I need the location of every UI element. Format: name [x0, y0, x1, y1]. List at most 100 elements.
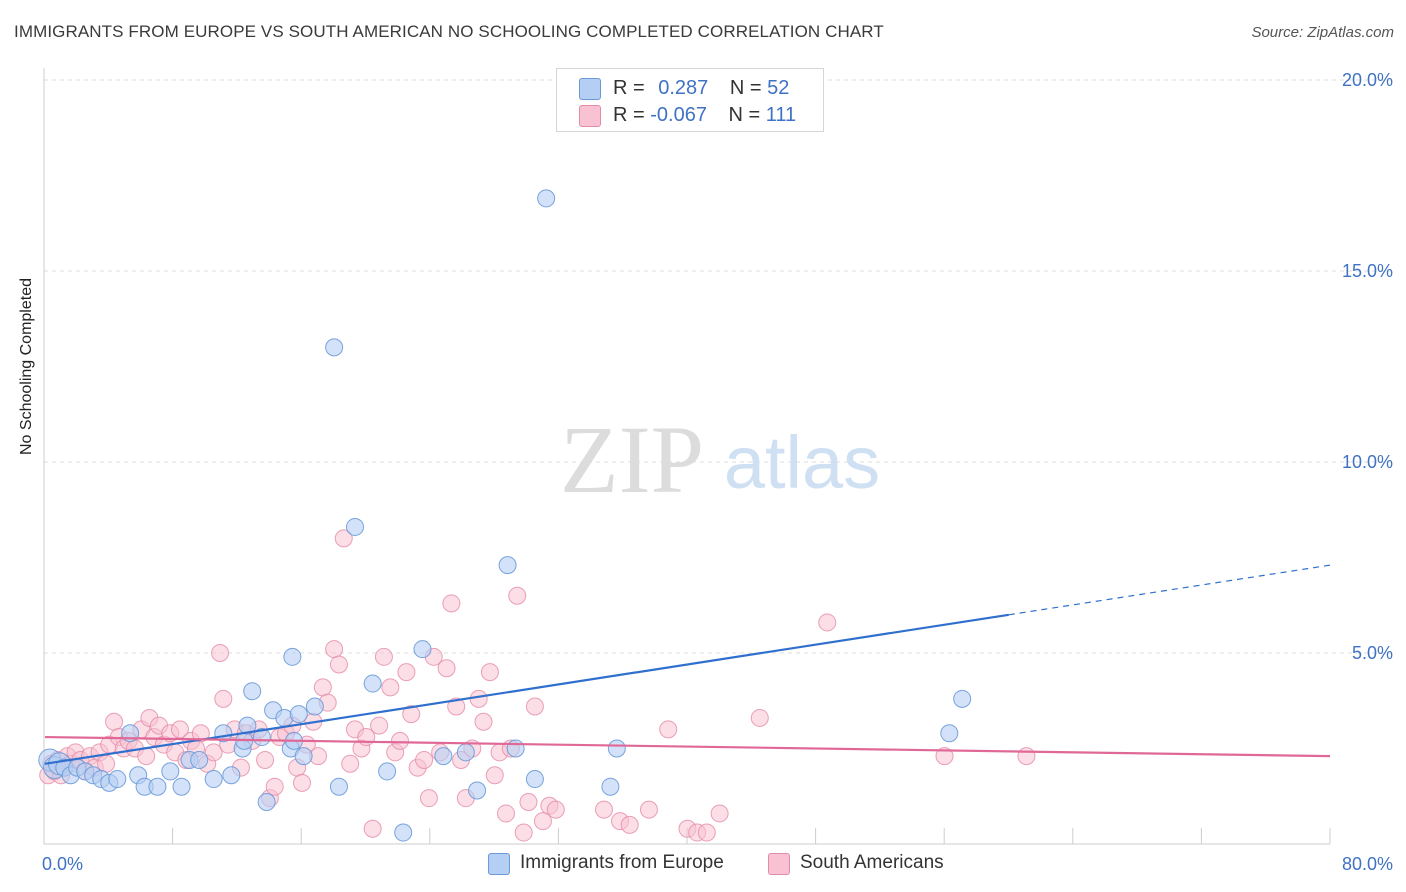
data-point-south-americans [214, 689, 233, 708]
data-point-south-americans [370, 716, 389, 735]
data-point-europe [325, 338, 344, 357]
data-point-europe [161, 762, 180, 781]
watermark-zip: ZIP [560, 406, 704, 513]
legend-n-label: N = [729, 77, 768, 99]
trend-line-europe [44, 613, 1009, 765]
source-label: Source: ZipAtlas.com [1251, 24, 1394, 41]
data-point-south-americans [325, 640, 344, 659]
legend-r-value: 0.287 [658, 77, 709, 99]
legend-r-label: R = [613, 77, 651, 99]
data-point-europe [222, 766, 241, 785]
bottom-legend-swatch-europe [488, 853, 510, 875]
legend-n-label: N = [728, 104, 766, 126]
data-point-europe [363, 674, 382, 693]
trend-lines [44, 564, 1331, 765]
data-point-europe [940, 724, 959, 743]
data-point-europe [329, 777, 348, 796]
south-americans-points [39, 529, 1036, 842]
data-point-south-americans [519, 792, 538, 811]
legend-swatch-europe [579, 78, 601, 100]
x-tick-label: 0.0% [42, 854, 83, 874]
data-point-south-americans [935, 747, 954, 766]
bottom-legend-label-europe: Immigrants from Europe [520, 852, 724, 873]
data-point-europe [108, 770, 127, 789]
data-point-south-americans [508, 586, 527, 605]
data-point-europe [498, 556, 517, 575]
trend-line-europe-extension [1008, 564, 1331, 616]
watermark-atlas: atlas [724, 421, 880, 504]
data-point-south-americans [390, 731, 409, 750]
y-tick-label: 5.0% [1352, 643, 1393, 663]
data-point-south-americans [697, 823, 716, 842]
data-point-europe [243, 682, 262, 701]
data-point-south-americans [415, 750, 434, 769]
data-point-south-americans [474, 712, 493, 731]
bottom-legend-swatch-south-americans [768, 853, 790, 875]
stats-legend: R = 0.287 N = 52 R = -0.067 N = 111 [556, 68, 824, 132]
data-point-south-americans [818, 613, 837, 632]
data-point-south-americans [313, 678, 332, 697]
bottom-legend-label-south-americans: South Americans [800, 852, 944, 873]
data-point-south-americans [374, 647, 393, 666]
legend-r-label: R = [613, 104, 651, 126]
data-point-south-americans [329, 655, 348, 674]
data-point-south-americans [710, 804, 729, 823]
data-point-europe [204, 770, 223, 789]
data-point-south-americans [381, 678, 400, 697]
data-point-south-americans [265, 777, 284, 796]
y-tick-label: 20.0% [1342, 70, 1393, 90]
data-point-south-americans [334, 529, 353, 548]
data-point-south-americans [397, 663, 416, 682]
tick-labels: 5.0% 10.0% 15.0% 20.0% 0.0% 80.0% [42, 70, 1393, 874]
data-point-europe [394, 823, 413, 842]
data-point-europe [378, 762, 397, 781]
data-point-europe [346, 517, 365, 536]
data-point-europe [456, 743, 475, 762]
data-point-south-americans [546, 800, 565, 819]
data-point-south-americans [256, 750, 275, 769]
data-point-europe [525, 770, 544, 789]
legend-n-value: 52 [767, 77, 790, 99]
data-point-europe [413, 640, 432, 659]
x-tick-label: 80.0% [1342, 854, 1393, 874]
data-point-europe [305, 697, 324, 716]
data-point-south-americans [204, 743, 223, 762]
trend-line-south-americans [44, 735, 1331, 758]
legend-n-value: 111 [765, 104, 797, 126]
data-point-south-americans [363, 819, 382, 838]
y-axis-label: No Schooling Completed [18, 278, 35, 455]
data-point-south-americans [525, 697, 544, 716]
data-point-europe [537, 189, 556, 208]
data-point-europe [294, 747, 313, 766]
data-point-south-americans [293, 773, 311, 792]
data-point-europe [607, 739, 626, 758]
data-point-south-americans [442, 594, 461, 613]
data-point-south-americans [437, 659, 456, 678]
immigrants-europe-points [38, 189, 972, 842]
data-point-europe [468, 781, 487, 800]
data-point-south-americans [191, 724, 210, 743]
legend-r-value: -0.067 [650, 104, 707, 126]
grid-lines [44, 79, 1394, 654]
data-point-south-americans [447, 697, 466, 716]
data-point-europe [148, 777, 167, 796]
data-point-south-americans [170, 720, 189, 739]
data-point-south-americans [211, 644, 230, 662]
data-point-south-americans [620, 815, 639, 834]
data-point-south-americans [137, 747, 156, 766]
y-tick-label: 10.0% [1342, 452, 1393, 472]
data-point-europe [257, 792, 276, 811]
data-point-south-americans [594, 800, 613, 819]
data-point-south-americans [402, 705, 421, 724]
data-point-south-americans [514, 823, 533, 842]
data-point-south-americans [1017, 747, 1036, 766]
data-point-south-americans [485, 766, 504, 785]
data-point-europe [172, 777, 191, 796]
data-point-south-americans [639, 800, 658, 819]
data-point-south-americans [105, 712, 124, 731]
data-point-europe [283, 647, 302, 666]
data-point-europe [238, 716, 257, 735]
data-point-europe [601, 777, 620, 796]
data-point-europe [289, 705, 308, 724]
